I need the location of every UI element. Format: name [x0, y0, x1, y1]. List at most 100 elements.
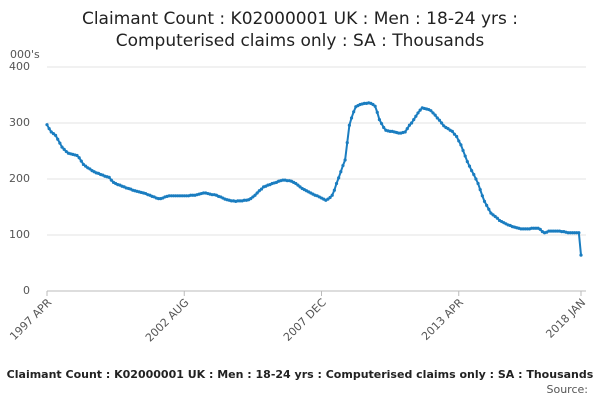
- point: [482, 199, 487, 203]
- x-tick-label: 1997 APR: [7, 296, 54, 343]
- point: [375, 110, 379, 114]
- point: [409, 121, 414, 125]
- point: [470, 169, 474, 173]
- point: [45, 123, 49, 127]
- point: [60, 145, 64, 149]
- point: [489, 211, 493, 215]
- y-axis-label: 000's: [10, 48, 40, 61]
- point: [485, 203, 489, 207]
- point: [332, 188, 336, 192]
- point: [341, 163, 345, 168]
- point: [459, 143, 463, 147]
- point: [330, 193, 334, 197]
- point: [53, 133, 58, 137]
- point: [343, 158, 347, 162]
- point: [77, 156, 81, 160]
- y-tick-label: 200: [9, 172, 30, 185]
- point: [476, 181, 480, 186]
- point: [79, 159, 83, 163]
- point: [538, 227, 542, 231]
- point: [463, 154, 467, 158]
- point: [407, 123, 412, 127]
- point: [81, 162, 86, 167]
- point: [455, 134, 459, 139]
- point: [382, 125, 386, 130]
- point: [377, 118, 382, 122]
- y-tick-label: 300: [9, 116, 30, 129]
- point: [58, 141, 62, 145]
- point: [328, 195, 332, 200]
- point: [495, 216, 499, 220]
- chart-title: Claimant Count : K02000001 UK : Men : 18…: [82, 9, 518, 29]
- point: [403, 130, 407, 134]
- point: [347, 123, 351, 127]
- point: [257, 189, 261, 193]
- point: [478, 188, 482, 192]
- point: [379, 121, 384, 126]
- point: [334, 181, 339, 186]
- x-tick-label: 2007 DEC: [281, 296, 329, 344]
- point: [84, 164, 88, 168]
- point: [337, 176, 341, 180]
- y-tick-label: 100: [9, 228, 30, 241]
- point: [418, 108, 422, 112]
- point: [429, 109, 433, 113]
- point: [414, 114, 418, 118]
- point: [373, 104, 377, 108]
- point: [472, 172, 476, 177]
- point: [579, 253, 583, 257]
- point: [49, 130, 53, 134]
- point: [442, 124, 446, 128]
- point: [461, 148, 465, 153]
- point: [440, 121, 444, 125]
- point: [457, 139, 461, 143]
- point: [450, 129, 454, 133]
- point: [339, 170, 343, 174]
- x-tick-label: 2018 JAN: [543, 296, 588, 341]
- point: [109, 178, 113, 182]
- point: [474, 177, 478, 181]
- point: [47, 127, 51, 131]
- point: [412, 118, 416, 122]
- footer: Claimant Count : K02000001 UK : Men : 18…: [7, 368, 594, 381]
- point: [467, 164, 472, 168]
- point: [64, 149, 68, 154]
- point: [345, 141, 349, 145]
- point: [249, 197, 253, 201]
- point: [371, 102, 375, 107]
- point: [493, 214, 497, 219]
- source: Source:: [547, 383, 589, 396]
- point: [107, 175, 111, 179]
- chart-title: Computerised claims only : SA : Thousand…: [116, 31, 485, 51]
- point: [88, 167, 92, 171]
- x-tick-label: 2002 AUG: [143, 296, 192, 345]
- point: [298, 185, 302, 189]
- y-tick-label: 400: [9, 60, 30, 73]
- point: [62, 147, 66, 151]
- x-tick-label: 2013 APR: [419, 296, 466, 343]
- point: [326, 197, 330, 201]
- point: [352, 110, 356, 114]
- point: [431, 111, 435, 115]
- y-tick-label: 0: [23, 284, 30, 297]
- point: [253, 193, 257, 197]
- point: [349, 116, 354, 120]
- point: [294, 181, 298, 186]
- point: [296, 183, 300, 187]
- point: [452, 132, 457, 136]
- point: [405, 127, 409, 131]
- point: [577, 231, 581, 235]
- point: [75, 153, 79, 158]
- point: [435, 116, 439, 120]
- point: [251, 195, 255, 199]
- point: [51, 132, 56, 136]
- point: [255, 191, 259, 195]
- point: [437, 118, 442, 122]
- point: [416, 111, 420, 115]
- point: [465, 160, 469, 164]
- point: [446, 127, 450, 131]
- point: [480, 194, 484, 198]
- point: [259, 187, 264, 191]
